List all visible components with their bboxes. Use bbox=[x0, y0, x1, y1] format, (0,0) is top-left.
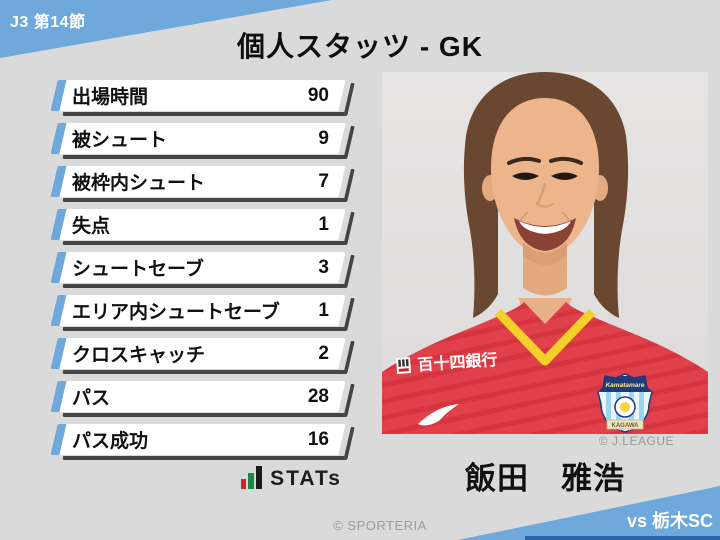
svg-text:KAGAWA: KAGAWA bbox=[612, 423, 640, 429]
stat-label: パス bbox=[72, 388, 111, 409]
stat-label: クロスキャッチ bbox=[72, 345, 206, 366]
club-crest: Kamatamare KAGAWA bbox=[597, 373, 653, 433]
stat-row: 被シュート 9 bbox=[50, 123, 346, 154]
stats-brand-label: STATs bbox=[270, 467, 342, 490]
stat-value: 90 bbox=[307, 84, 329, 106]
stat-label: 被シュート bbox=[72, 130, 168, 151]
player-name: 飯田 雅浩 bbox=[465, 461, 625, 496]
stat-row: シュートセーブ 3 bbox=[50, 252, 346, 283]
stat-row: クロスキャッチ 2 bbox=[50, 338, 346, 369]
stats-bars-icon bbox=[241, 466, 263, 489]
stat-value: 2 bbox=[318, 342, 329, 364]
stat-row: エリア内シュートセーブ 1 bbox=[50, 295, 346, 326]
stat-value: 7 bbox=[318, 170, 329, 192]
stat-label: 失点 bbox=[72, 216, 111, 237]
opponent-label: vs 栃木SC bbox=[626, 511, 713, 531]
stat-value: 16 bbox=[307, 428, 329, 450]
navy-accent-strip bbox=[525, 536, 720, 540]
stat-value: 3 bbox=[318, 256, 329, 278]
stat-row: 失点 1 bbox=[50, 209, 346, 240]
stat-row: パス 28 bbox=[50, 381, 346, 412]
stat-label: 出場時間 bbox=[72, 87, 149, 108]
stats-list: 出場時間 90 被シュート 9 被枠内シュート 7 失点 1 bbox=[50, 80, 346, 467]
page-title: 個人スタッツ - GK bbox=[237, 31, 483, 62]
player-portrait-illustration: 百十四銀行 Kamatamare KAGAWA bbox=[382, 72, 708, 434]
jersey-maker-swoosh bbox=[418, 404, 459, 426]
stat-label: 被枠内シュート bbox=[72, 173, 206, 194]
photo-credit: © J.LEAGUE bbox=[598, 434, 674, 448]
stat-label: シュートセーブ bbox=[72, 259, 204, 280]
svg-text:Kamatamare: Kamatamare bbox=[605, 382, 644, 389]
round-label: J3 第14節 bbox=[10, 14, 86, 31]
stat-row: パス成功 16 bbox=[50, 424, 346, 455]
stat-label: エリア内シュートセーブ bbox=[72, 302, 280, 323]
stat-row: 出場時間 90 bbox=[50, 80, 346, 111]
stat-value: 1 bbox=[318, 299, 329, 321]
stat-label: パス成功 bbox=[72, 431, 149, 452]
stat-value: 9 bbox=[318, 127, 329, 149]
stat-row: 被枠内シュート 7 bbox=[50, 166, 346, 197]
stat-value: 28 bbox=[307, 385, 329, 407]
stats-brand: STATs bbox=[54, 463, 342, 489]
footer-credit: © SPORTERIA bbox=[333, 518, 427, 533]
player-photo: 百十四銀行 Kamatamare KAGAWA bbox=[382, 72, 708, 434]
stat-value: 1 bbox=[318, 213, 329, 235]
